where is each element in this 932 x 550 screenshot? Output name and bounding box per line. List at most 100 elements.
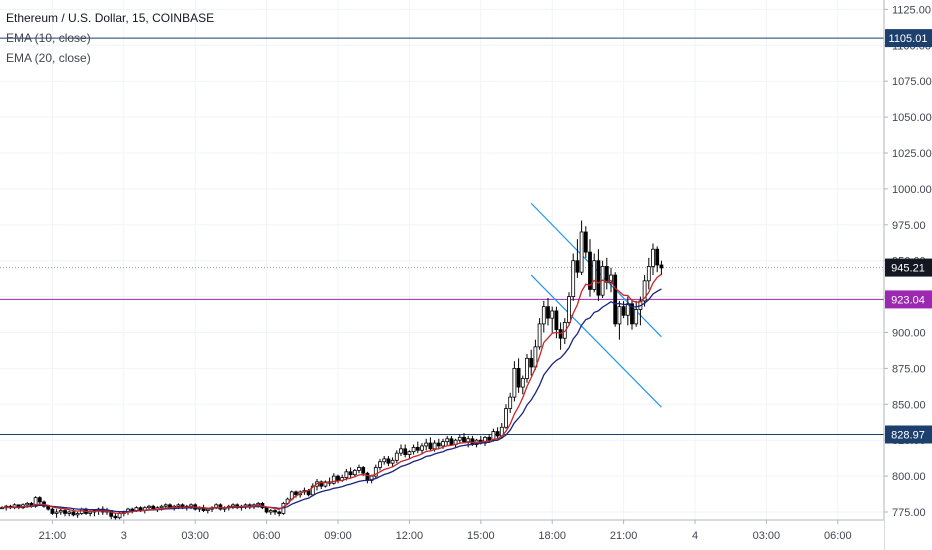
candle-up [390, 459, 395, 464]
symbol-title[interactable]: Ethereum / U.S. Dollar, 15, COINBASE [6, 11, 215, 25]
candle-up [357, 467, 361, 471]
candle-down [487, 436, 492, 441]
candle-up [537, 323, 542, 348]
candle-down [365, 472, 370, 481]
candle-up [441, 441, 445, 447]
candle-up [373, 467, 378, 477]
candle-down [294, 491, 298, 496]
time-scale-bg[interactable] [0, 520, 884, 550]
candle-down [264, 507, 269, 513]
candle-up [508, 396, 513, 410]
y-tick-label: 775.00 [892, 507, 926, 519]
y-tick-label: 975.00 [892, 220, 926, 232]
candle-down [273, 510, 277, 513]
trend-line[interactable] [530, 274, 662, 408]
trend-line[interactable] [530, 202, 662, 338]
candle-down [495, 431, 500, 437]
candle-up [256, 502, 261, 506]
y-tick-label: 850.00 [892, 399, 926, 411]
candle-down [415, 446, 420, 451]
level-price-tag [885, 29, 932, 48]
candle-up [567, 296, 571, 323]
candle-up [525, 357, 529, 379]
x-tick-label: 03:00 [181, 530, 209, 542]
candle-up [424, 442, 429, 447]
horizontal-levels [0, 37, 884, 435]
y-tick-label: 875.00 [892, 363, 926, 375]
level-price-label: 828.97 [891, 429, 925, 441]
candle-up [189, 504, 193, 507]
candle-up [634, 309, 639, 325]
candle-up [344, 471, 349, 478]
x-tick-label: 09:00 [324, 530, 352, 542]
candle-up [75, 513, 80, 516]
candle-up [117, 513, 122, 519]
candle-up [394, 452, 399, 461]
candle-down [436, 442, 441, 447]
candle-up [646, 266, 651, 282]
candle-up [609, 274, 613, 283]
candle-up [147, 505, 151, 509]
y-tick-label: 1075.00 [892, 76, 932, 88]
candle-up [378, 461, 382, 468]
x-tick-label: 06:00 [824, 530, 852, 542]
candle-up [579, 231, 584, 273]
x-tick-label: 21:00 [610, 530, 638, 542]
candle-up [571, 260, 576, 298]
candle-up [520, 378, 525, 388]
candle-up [58, 510, 63, 513]
candle-up [411, 446, 416, 453]
candle-down [130, 508, 135, 511]
candle-up [88, 511, 93, 514]
candle-up [25, 502, 30, 506]
candle-down [348, 471, 353, 476]
y-tick-label: 1050.00 [892, 112, 932, 124]
candle-down [50, 508, 55, 514]
candle-down [613, 274, 618, 325]
ema10-line [1, 273, 662, 514]
candle-up [54, 511, 59, 514]
x-tick-label: 18:00 [538, 530, 566, 542]
ema10-legend[interactable]: EMA (10, close) [6, 31, 91, 45]
candle-up [504, 408, 508, 428]
candle-up [352, 469, 357, 476]
candle-down [113, 515, 118, 519]
candle-up [592, 260, 597, 290]
chart-legend: Ethereum / U.S. Dollar, 15, COINBASE EMA… [6, 8, 214, 68]
y-tick-label: 900.00 [892, 328, 926, 340]
candle-up [382, 458, 387, 463]
level-price-tag [885, 290, 932, 309]
candle-up [617, 306, 622, 325]
candle-up [457, 436, 462, 441]
price-labels: 1105.01 923.04 828.97 945.21 [885, 29, 932, 444]
candle-up [550, 310, 555, 319]
time-scale[interactable]: 21:00 3 03:00 06:00 09:00 12:00 15:00 18:00 21:0… [39, 520, 852, 542]
candle-up [67, 511, 72, 514]
last-price-label: 945.21 [891, 263, 925, 275]
candle-down [604, 266, 609, 283]
candle-up [159, 505, 164, 509]
candle-up [331, 475, 336, 484]
candle-up [399, 448, 403, 454]
ema-lines [1, 273, 662, 514]
ema20-legend[interactable]: EMA (20, close) [6, 51, 91, 65]
x-tick-label: 15:00 [467, 530, 495, 542]
candle-up [642, 280, 647, 302]
candle-down [546, 306, 550, 319]
candle-down [71, 511, 76, 516]
candle-up [651, 248, 655, 267]
x-tick-label: 21:00 [39, 530, 67, 542]
candle-down [659, 264, 664, 269]
candle-up [205, 508, 210, 511]
candle-down [630, 303, 634, 325]
y-tick-label: 1025.00 [892, 148, 932, 160]
candle-up [268, 510, 273, 513]
candle-up [432, 442, 437, 450]
grid [0, 0, 884, 520]
trend-lines [530, 202, 662, 408]
candle-down [37, 497, 42, 503]
candle-down [336, 475, 340, 481]
x-tick-label: 3 [121, 530, 127, 542]
y-tick-label: 1000.00 [892, 184, 932, 196]
